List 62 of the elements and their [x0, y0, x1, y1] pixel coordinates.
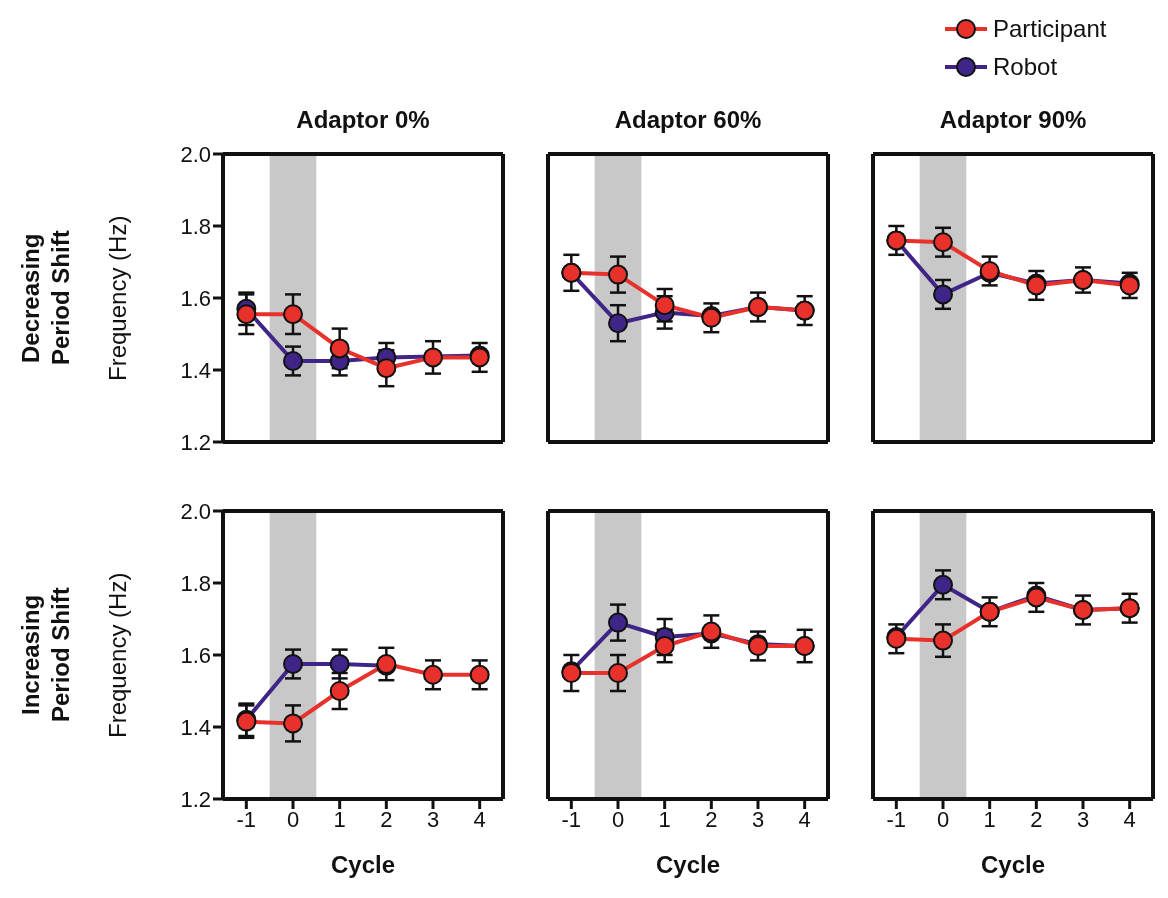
x-tick-label: 2: [705, 806, 718, 832]
point: [329, 681, 350, 701]
point: [236, 304, 257, 325]
y-tick-label: 1.6: [180, 642, 211, 668]
y-tick-label: 1.2: [180, 786, 211, 812]
point: [469, 664, 490, 685]
y-tick-label: 2.0: [180, 141, 211, 167]
y-tick-label: 1.4: [180, 357, 211, 383]
chart-title: Adaptor 90%: [938, 106, 1088, 134]
y-tick-label: 1.8: [180, 570, 211, 596]
point: [933, 630, 953, 651]
x-tick-label: 4: [798, 806, 811, 832]
chart-title: Adaptor 0%: [295, 106, 431, 134]
y-axis-title: Frequency (Hz): [103, 214, 132, 383]
x-tick-label: 1: [983, 806, 996, 832]
text: Decreasing Period Shift: [16, 229, 75, 368]
point: [608, 313, 628, 334]
x-tick-label: 4: [473, 806, 486, 832]
point: [283, 351, 303, 371]
x-tick-label: 4: [1123, 806, 1136, 832]
point: [376, 358, 397, 379]
x-tick-label: 1: [333, 806, 346, 832]
x-axis-title: Cycle: [979, 851, 1046, 879]
y-tick-label: 1.2: [180, 429, 211, 455]
point: [423, 347, 443, 368]
x-tick-label: -1: [236, 806, 257, 832]
chart-title: Adaptor 60%: [613, 106, 763, 134]
y-tick-label: 1.4: [180, 714, 211, 740]
point: [283, 713, 303, 734]
y-tick-label: 1.8: [180, 213, 211, 239]
x-axis-title: Cycle: [654, 851, 721, 879]
point: [654, 295, 675, 316]
x-tick-label: 0: [286, 806, 300, 832]
point: [608, 264, 628, 285]
point: [283, 304, 303, 325]
point: [933, 574, 953, 595]
x-tick-label: 0: [611, 806, 625, 832]
y-tick-label: 1.6: [180, 285, 211, 311]
x-tick-label: 2: [380, 806, 393, 832]
point: [933, 232, 953, 253]
point: [283, 654, 303, 674]
legend-label: Robot: [993, 52, 1058, 82]
x-tick-label: -1: [886, 806, 907, 832]
point: [329, 654, 350, 674]
text: Increasing Period Shift: [16, 586, 75, 725]
y-axis-title: Frequency (Hz): [103, 571, 132, 740]
x-tick-label: 3: [1076, 806, 1090, 832]
x-tick-label: 3: [751, 806, 765, 832]
legend-label: Participant: [993, 14, 1107, 44]
x-tick-label: 2: [1030, 806, 1043, 832]
point: [654, 636, 675, 656]
point: [423, 664, 443, 685]
point: [608, 663, 628, 683]
x-tick-label: 0: [936, 806, 950, 832]
x-tick-label: -1: [561, 806, 582, 832]
x-tick-label: 3: [426, 806, 440, 832]
point: [329, 338, 350, 359]
y-tick-label: 2.0: [180, 498, 211, 524]
x-axis-title: Cycle: [329, 851, 396, 879]
point: [933, 284, 953, 305]
point: [608, 612, 628, 633]
x-tick-label: 1: [658, 806, 671, 832]
